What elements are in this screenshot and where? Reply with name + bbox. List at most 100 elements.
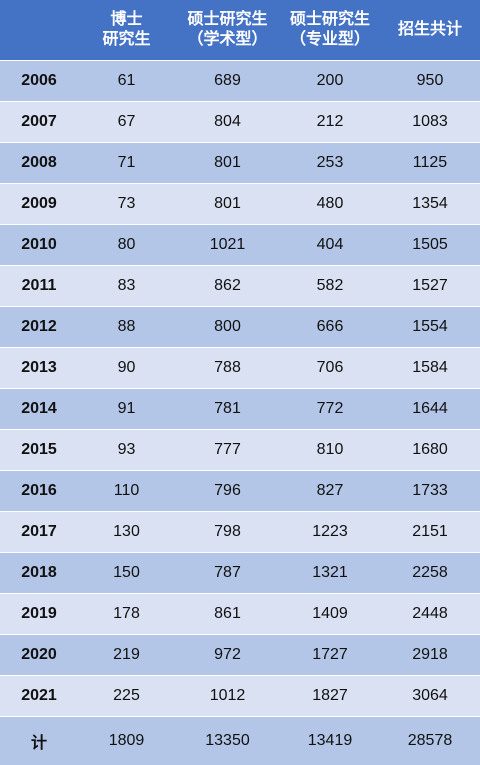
value-cell: 861 <box>175 593 280 635</box>
table-row: 2012 88 800 666 1554 <box>0 306 480 348</box>
value-cell: 1083 <box>380 101 480 143</box>
header-line: 硕士研究生 <box>289 11 370 28</box>
value-cell: 88 <box>78 306 175 348</box>
value-cell: 61 <box>78 60 175 102</box>
value-cell: 1321 <box>280 552 380 594</box>
value-cell: 801 <box>175 142 280 184</box>
year-cell: 2008 <box>0 142 78 184</box>
table-row: 2014 91 781 772 1644 <box>0 388 480 430</box>
value-cell: 480 <box>280 183 380 225</box>
value-cell: 1827 <box>280 675 380 717</box>
year-cell: 2017 <box>0 511 78 553</box>
header-row: 博士 研究生 硕士研究生 （学术型） 硕士研究生 （专业型） 招生共计 <box>0 0 480 61</box>
value-cell: 689 <box>175 60 280 102</box>
value-cell: 71 <box>78 142 175 184</box>
value-cell: 862 <box>175 265 280 307</box>
table-row: 2015 93 777 810 1680 <box>0 429 480 471</box>
table-row: 2006 61 689 200 950 <box>0 60 480 102</box>
value-cell: 1012 <box>175 675 280 717</box>
year-cell: 2007 <box>0 101 78 143</box>
total-value: 1809 <box>78 716 175 765</box>
value-cell: 225 <box>78 675 175 717</box>
table-row: 2019 178 861 1409 2448 <box>0 593 480 635</box>
value-cell: 178 <box>78 593 175 635</box>
value-cell: 1554 <box>380 306 480 348</box>
year-cell: 2012 <box>0 306 78 348</box>
table-row: 2009 73 801 480 1354 <box>0 183 480 225</box>
year-cell: 2006 <box>0 60 78 102</box>
value-cell: 827 <box>280 470 380 512</box>
value-cell: 1680 <box>380 429 480 471</box>
table-row: 2016 110 796 827 1733 <box>0 470 480 512</box>
header-cell <box>0 0 78 61</box>
header-line: 招生共计 <box>397 21 462 38</box>
value-cell: 93 <box>78 429 175 471</box>
value-cell: 150 <box>78 552 175 594</box>
value-cell: 788 <box>175 347 280 389</box>
value-cell: 781 <box>175 388 280 430</box>
total-label: 计 <box>0 716 78 765</box>
value-cell: 2258 <box>380 552 480 594</box>
value-cell: 80 <box>78 224 175 266</box>
value-cell: 404 <box>280 224 380 266</box>
total-value: 13350 <box>175 716 280 765</box>
value-cell: 810 <box>280 429 380 471</box>
value-cell: 1527 <box>380 265 480 307</box>
year-cell: 2020 <box>0 634 78 676</box>
table-row: 2011 83 862 582 1527 <box>0 265 480 307</box>
value-cell: 212 <box>280 101 380 143</box>
value-cell: 950 <box>380 60 480 102</box>
header-cell: 硕士研究生 （学术型） <box>175 0 280 61</box>
value-cell: 1727 <box>280 634 380 676</box>
value-cell: 1733 <box>380 470 480 512</box>
value-cell: 219 <box>78 634 175 676</box>
header-line: 研究生 <box>102 31 151 48</box>
value-cell: 1584 <box>380 347 480 389</box>
total-value: 13419 <box>280 716 380 765</box>
total-value: 28578 <box>380 716 480 765</box>
year-cell: 2015 <box>0 429 78 471</box>
year-cell: 2018 <box>0 552 78 594</box>
value-cell: 2151 <box>380 511 480 553</box>
value-cell: 777 <box>175 429 280 471</box>
value-cell: 83 <box>78 265 175 307</box>
value-cell: 798 <box>175 511 280 553</box>
year-cell: 2014 <box>0 388 78 430</box>
value-cell: 253 <box>280 142 380 184</box>
year-cell: 2013 <box>0 347 78 389</box>
header-line: 博士 <box>110 11 143 28</box>
table-row: 2018 150 787 1321 2258 <box>0 552 480 594</box>
header-line: （学术型） <box>187 31 268 48</box>
header-cell: 硕士研究生 （专业型） <box>280 0 380 61</box>
value-cell: 772 <box>280 388 380 430</box>
table-row: 2008 71 801 253 1125 <box>0 142 480 184</box>
value-cell: 666 <box>280 306 380 348</box>
value-cell: 1644 <box>380 388 480 430</box>
value-cell: 91 <box>78 388 175 430</box>
header-cell: 博士 研究生 <box>78 0 175 61</box>
value-cell: 801 <box>175 183 280 225</box>
table-row: 2020 219 972 1727 2918 <box>0 634 480 676</box>
value-cell: 2448 <box>380 593 480 635</box>
header-cell: 招生共计 <box>380 0 480 61</box>
table-row: 2013 90 788 706 1584 <box>0 347 480 389</box>
value-cell: 130 <box>78 511 175 553</box>
value-cell: 1354 <box>380 183 480 225</box>
value-cell: 706 <box>280 347 380 389</box>
year-cell: 2021 <box>0 675 78 717</box>
table-row: 2010 80 1021 404 1505 <box>0 224 480 266</box>
value-cell: 972 <box>175 634 280 676</box>
total-row: 计 1809 13350 13419 28578 <box>0 716 480 765</box>
year-cell: 2009 <box>0 183 78 225</box>
value-cell: 787 <box>175 552 280 594</box>
value-cell: 796 <box>175 470 280 512</box>
value-cell: 1223 <box>280 511 380 553</box>
value-cell: 582 <box>280 265 380 307</box>
value-cell: 3064 <box>380 675 480 717</box>
value-cell: 1021 <box>175 224 280 266</box>
value-cell: 90 <box>78 347 175 389</box>
table-row: 2017 130 798 1223 2151 <box>0 511 480 553</box>
value-cell: 1505 <box>380 224 480 266</box>
